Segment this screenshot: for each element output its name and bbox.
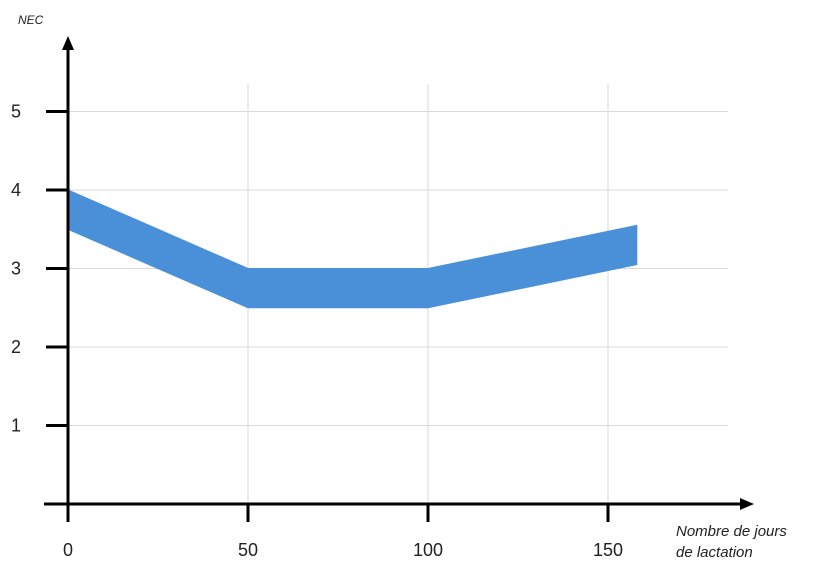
tick-marks (46, 110, 610, 522)
x-tick-label-0: 0 (63, 540, 73, 560)
y-tick-label-5: 5 (11, 102, 21, 122)
x-axis-title-line1: Nombre de jours (676, 523, 787, 540)
x-tick-label-100: 100 (413, 540, 443, 560)
x-axis-arrow (740, 498, 754, 510)
y-tick-label-4: 4 (11, 180, 21, 200)
y-axis-title: NEC (18, 13, 44, 27)
x-tick-label-150: 150 (593, 540, 623, 560)
y-tick-label-2: 2 (11, 337, 21, 357)
x-tick-label-50: 50 (238, 540, 258, 560)
y-axis-arrow (62, 36, 74, 50)
x-axis-title-line2: de lactation (676, 544, 753, 561)
nec-band (67, 189, 638, 309)
band-layer (67, 189, 638, 309)
axes (44, 36, 754, 510)
y-tick-label-3: 3 (11, 259, 21, 279)
y-tick-label-1: 1 (11, 416, 21, 436)
